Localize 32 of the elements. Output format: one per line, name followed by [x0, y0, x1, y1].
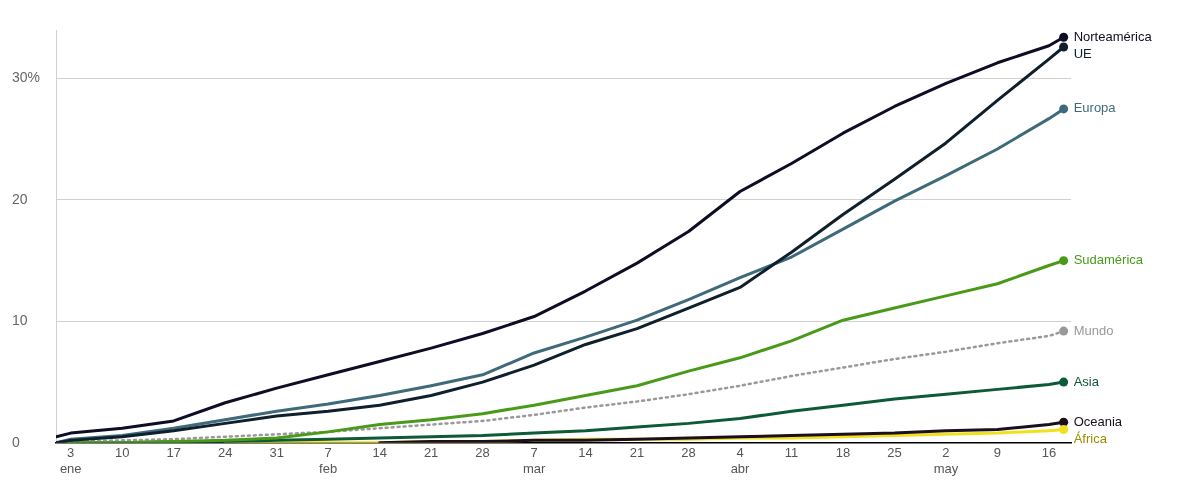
series-label: UE: [1073, 45, 1093, 61]
x-tick-label: 7 mar: [522, 445, 546, 476]
x-tick-label: 17: [166, 445, 181, 461]
series-label: Asia: [1073, 373, 1100, 389]
x-tick-label: 16: [1041, 445, 1057, 461]
series-label: África: [1073, 430, 1108, 446]
series-label: Mundo: [1073, 322, 1114, 338]
y-tick-label: 0: [12, 433, 20, 450]
series-label: Sudamérica: [1073, 252, 1144, 268]
x-tick-label: 24: [217, 445, 233, 461]
x-tick-label: 10: [114, 445, 130, 461]
x-tick-label: 4 abr: [730, 445, 751, 476]
x-tick-label: 28: [475, 445, 490, 461]
y-tick-label: 30%: [12, 69, 41, 86]
x-tick-label: 18: [835, 445, 851, 461]
series-label: Norteamérica: [1073, 28, 1153, 44]
x-tick-label: 21: [423, 445, 439, 461]
x-tick-label: 14: [372, 445, 387, 461]
x-tick-label: 28: [681, 445, 696, 461]
x-tick-label: 3 ene: [59, 445, 82, 476]
x-tick-label: 9: [993, 445, 1002, 461]
y-tick-label: 20: [12, 190, 28, 207]
series-label: Oceania: [1073, 413, 1123, 429]
series-label: Europa: [1073, 100, 1117, 116]
x-tick-label: 21: [629, 445, 645, 461]
y-tick-label: 10: [12, 312, 28, 329]
x-tick-label: 14: [578, 445, 593, 461]
x-tick-label: 25: [887, 445, 902, 461]
x-tick-label: 7 feb: [319, 445, 338, 476]
x-tick-label: 11: [784, 445, 799, 461]
x-tick-label: 2 may: [933, 445, 959, 476]
x-tick-label: 31: [269, 445, 284, 461]
